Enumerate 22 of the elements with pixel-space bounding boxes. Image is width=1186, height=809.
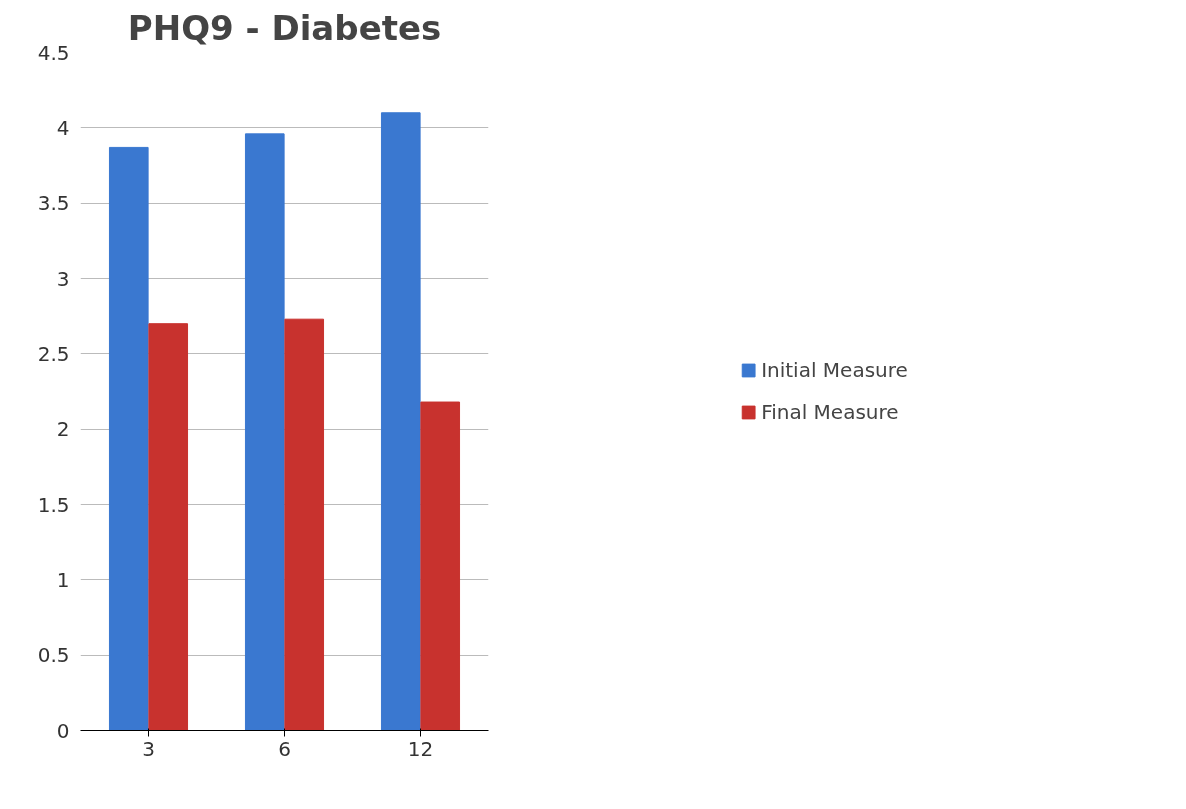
y-tick-label: 4 bbox=[56, 115, 70, 140]
y-tick-label: 1 bbox=[56, 567, 70, 592]
y-tick-label: 2.5 bbox=[37, 341, 70, 366]
bar bbox=[108, 146, 149, 731]
x-tick-label: 6 bbox=[278, 736, 291, 761]
y-tick-label: 3.5 bbox=[37, 191, 70, 216]
y-tick-label: 2 bbox=[56, 417, 70, 442]
chart-title: PHQ9 - Diabetes bbox=[127, 7, 442, 48]
y-tick-label: 1.5 bbox=[37, 492, 70, 517]
bar bbox=[244, 133, 285, 731]
y-tick-label: 0 bbox=[56, 718, 70, 743]
x-tick-label: 3 bbox=[142, 736, 155, 761]
bar bbox=[380, 112, 421, 731]
bar bbox=[148, 323, 189, 731]
y-tick-label: 0.5 bbox=[37, 643, 70, 668]
y-tick-label: 4.5 bbox=[37, 40, 70, 65]
legend-label: Initial Measure bbox=[761, 358, 908, 382]
x-tick-label: 12 bbox=[407, 736, 434, 761]
bar bbox=[284, 318, 325, 731]
y-tick-label: 3 bbox=[56, 266, 70, 291]
bar bbox=[420, 401, 461, 731]
legend-label: Final Measure bbox=[761, 400, 899, 424]
